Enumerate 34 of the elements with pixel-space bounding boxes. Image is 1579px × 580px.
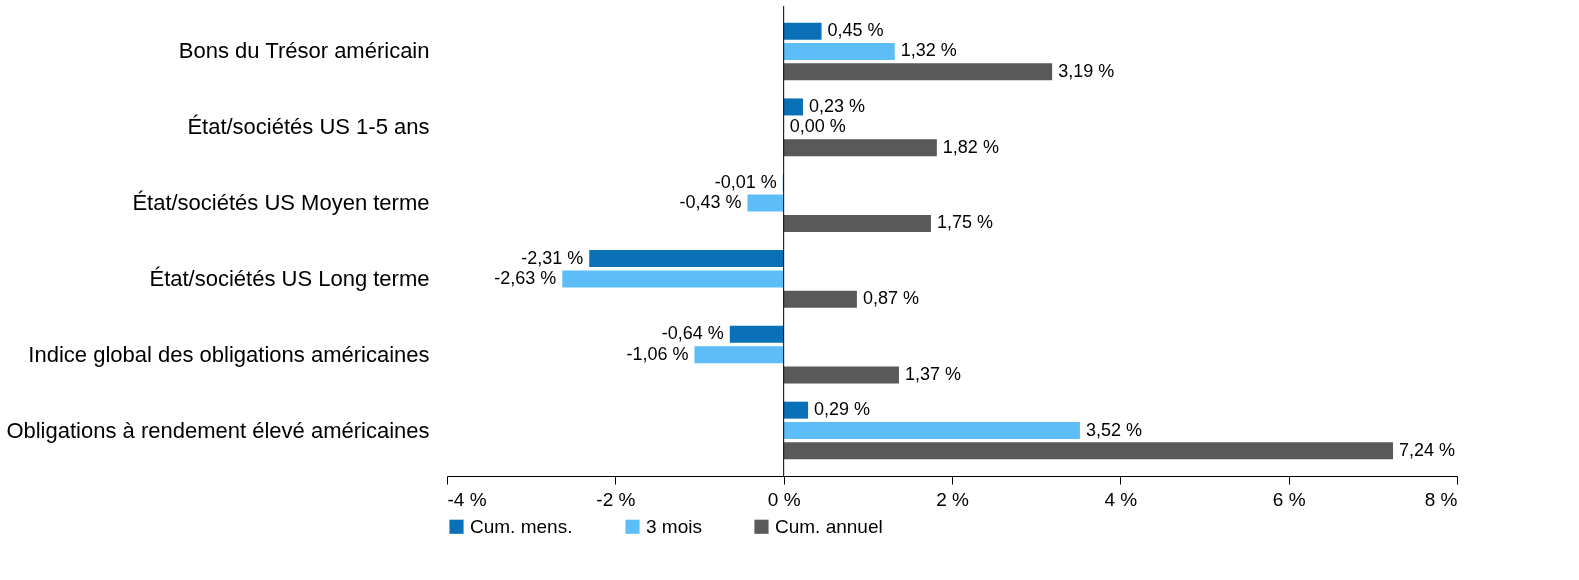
- data-label: 0,00 %: [789, 116, 846, 137]
- y-tick-label: État/sociétés US Moyen terme: [132, 190, 430, 216]
- x-tick-label: 2 %: [936, 488, 969, 510]
- y-tick-label: Bons du Trésor américain: [178, 38, 430, 64]
- data-label: 1,75 %: [936, 212, 994, 233]
- data-label: -0,01 %: [714, 171, 777, 192]
- x-tick-label: 4 %: [1104, 488, 1138, 510]
- data-label: 7,24 %: [1399, 439, 1456, 460]
- legend-label: 3 mois: [646, 515, 702, 537]
- data-label: -1,06 %: [626, 343, 689, 364]
- x-tick-label: 8 %: [1424, 488, 1458, 510]
- data-label: 0,29 %: [814, 399, 871, 420]
- data-label: 1,32 %: [900, 40, 957, 61]
- data-label: -2,31 %: [521, 247, 584, 268]
- y-tick-label: Obligations à rendement élevé américaines: [6, 417, 430, 443]
- data-label: 3,52 %: [1085, 419, 1142, 440]
- data-label: -0,64 %: [661, 323, 724, 344]
- data-label: 1,37 %: [904, 364, 962, 385]
- x-tick-label: 0 %: [767, 488, 801, 510]
- data-label: 0,23 %: [809, 95, 866, 116]
- y-tick-label: Indice global des obligations américaines: [28, 341, 430, 367]
- data-label: 1,82 %: [942, 136, 999, 157]
- data-label: 0,45 %: [827, 20, 884, 41]
- data-label: -0,43 %: [679, 192, 742, 213]
- data-label: 3,19 %: [1058, 60, 1115, 81]
- legend-label: Cum. annuel: [775, 515, 883, 537]
- legend-label: Cum. mens.: [470, 515, 573, 537]
- x-tick-label: -2 %: [596, 488, 636, 510]
- x-tick-label: 6 %: [1272, 488, 1306, 510]
- x-tick-label: -4 %: [447, 488, 487, 510]
- data-label: 0,87 %: [862, 288, 919, 309]
- y-tick-label: État/sociétés US 1-5 ans: [187, 114, 430, 140]
- y-tick-label: État/sociétés US Long terme: [149, 265, 430, 291]
- data-label: -2,63 %: [494, 267, 557, 288]
